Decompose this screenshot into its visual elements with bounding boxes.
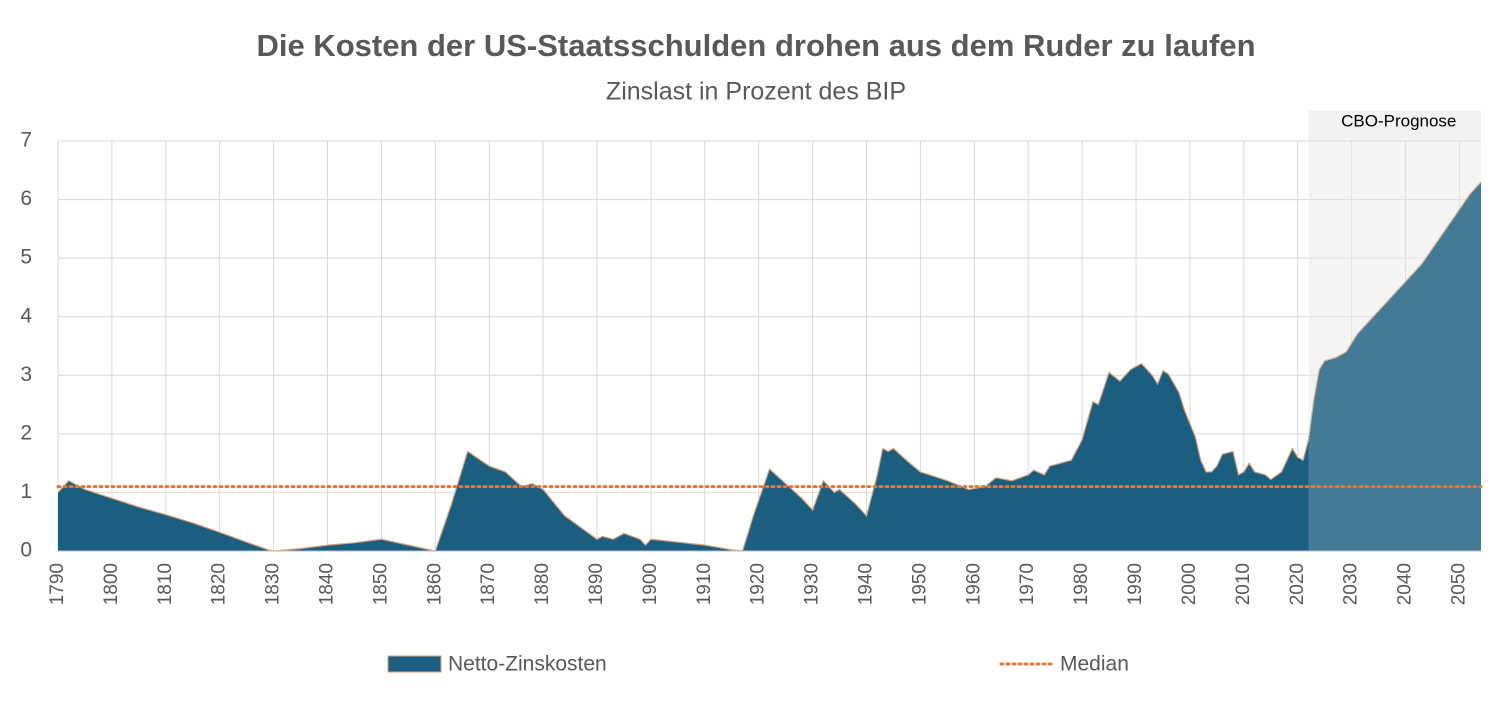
y-tick-label: 2 bbox=[20, 421, 32, 444]
y-tick-label: 6 bbox=[20, 187, 32, 210]
x-tick-label: 2010 bbox=[1233, 563, 1254, 605]
x-tick-label: 1880 bbox=[532, 563, 553, 605]
x-tick-label: 2030 bbox=[1341, 563, 1362, 605]
x-tick-label: 1790 bbox=[47, 563, 68, 605]
x-tick-label: 1870 bbox=[478, 563, 499, 605]
x-tick-label: 2000 bbox=[1179, 563, 1200, 605]
y-tick-label: 3 bbox=[20, 363, 32, 386]
area-line bbox=[57, 181, 1482, 552]
forecast-label: CBO-Prognose bbox=[1341, 111, 1456, 130]
x-tick-label: 1990 bbox=[1125, 563, 1146, 605]
chart-subtitle: Zinslast in Prozent des BIP bbox=[606, 78, 906, 106]
legend-label: Netto-Zinskosten bbox=[448, 653, 607, 676]
x-tick-label: 1910 bbox=[694, 563, 715, 605]
x-tick-label: 1970 bbox=[1017, 563, 1038, 605]
x-tick-label: 2050 bbox=[1448, 563, 1469, 605]
y-tick-label: 1 bbox=[20, 480, 32, 503]
y-tick-label: 4 bbox=[20, 304, 32, 327]
x-tick-label: 1930 bbox=[802, 563, 823, 605]
y-tick-label: 5 bbox=[20, 246, 32, 269]
x-tick-label: 1800 bbox=[101, 563, 122, 605]
y-tick-label: 0 bbox=[20, 539, 32, 562]
x-tick-label: 1840 bbox=[317, 563, 338, 605]
chart-title: Die Kosten der US-Staatsschulden drohen … bbox=[256, 28, 1255, 63]
x-tick-label: 1900 bbox=[640, 563, 661, 605]
y-tick-label: 7 bbox=[20, 129, 32, 152]
forecast-overlay bbox=[1308, 141, 1481, 551]
x-tick-label: 1940 bbox=[856, 563, 877, 605]
x-tick-label: 2020 bbox=[1287, 563, 1308, 605]
legend-swatch bbox=[387, 655, 442, 673]
x-tick-label: 1960 bbox=[963, 563, 984, 605]
legend-label: Median bbox=[1060, 653, 1129, 676]
x-tick-label: 1830 bbox=[263, 563, 284, 605]
x-tick-label: 1810 bbox=[155, 563, 176, 605]
x-tick-label: 2040 bbox=[1395, 563, 1416, 605]
x-tick-label: 1890 bbox=[586, 563, 607, 605]
x-tick-label: 1950 bbox=[909, 563, 930, 605]
x-tick-label: 1850 bbox=[370, 563, 391, 605]
area-fill bbox=[58, 182, 1481, 551]
x-tick-label: 1820 bbox=[209, 563, 230, 605]
x-tick-label: 1980 bbox=[1071, 563, 1092, 605]
x-tick-label: 1920 bbox=[748, 563, 769, 605]
x-tick-label: 1860 bbox=[424, 563, 445, 605]
